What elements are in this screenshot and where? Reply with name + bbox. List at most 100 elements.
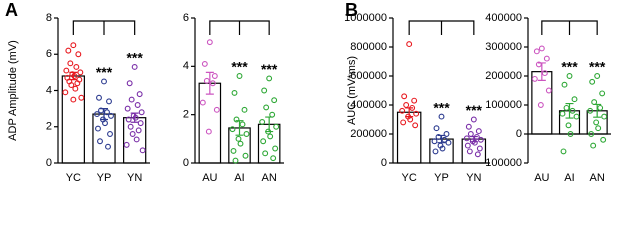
data-point	[271, 97, 278, 104]
data-point	[239, 121, 246, 128]
data-point	[236, 73, 243, 79]
data-point	[590, 142, 597, 149]
data-point	[70, 42, 77, 49]
data-point	[599, 90, 606, 97]
significance-label: ***	[261, 61, 278, 77]
data-point	[601, 113, 608, 120]
data-point	[241, 106, 248, 113]
data-point	[201, 60, 208, 67]
data-point	[445, 139, 452, 146]
data-point	[67, 60, 74, 67]
panel-label: B	[345, 0, 358, 20]
data-point	[559, 110, 566, 117]
significance-label: ***	[589, 59, 606, 75]
significance-label: ***	[466, 102, 483, 118]
y-tick-label: 0	[46, 157, 52, 169]
data-point	[403, 102, 410, 108]
data-point	[199, 99, 206, 106]
y-tick-label: 0	[183, 157, 189, 169]
y-tick-label: 4	[183, 60, 189, 72]
comparison-bracket	[72, 20, 136, 35]
data-point	[565, 122, 572, 129]
significance-label: ***	[126, 50, 143, 66]
y-tick-label: 400000	[485, 12, 522, 24]
data-point	[134, 102, 141, 108]
data-point	[68, 82, 75, 89]
data-point	[232, 157, 239, 164]
error-bar	[469, 135, 478, 143]
data-point	[132, 114, 139, 121]
data-point	[108, 112, 114, 119]
data-point	[237, 140, 244, 147]
x-tick-label: YN	[466, 172, 481, 184]
y-tick-label: 800000	[350, 41, 387, 53]
data-point	[412, 122, 419, 129]
data-point	[591, 99, 598, 106]
data-point	[131, 63, 138, 70]
data-point	[589, 78, 596, 85]
data-point	[135, 127, 142, 134]
y-tick-label: 600000	[350, 70, 387, 82]
data-point	[476, 145, 483, 152]
x-tick-label: AU	[202, 172, 217, 184]
data-point	[213, 106, 220, 113]
data-point	[269, 111, 276, 118]
data-point	[597, 104, 604, 111]
x-tick-label: YC	[66, 172, 81, 184]
data-point	[129, 131, 136, 137]
error-bar	[100, 108, 108, 121]
data-point	[467, 131, 474, 137]
y-tick-label: 4	[46, 84, 52, 96]
significance-label: ***	[433, 99, 450, 115]
x-tick-label: YC	[402, 172, 417, 184]
data-point	[545, 87, 552, 94]
data-point	[470, 116, 477, 123]
error-bar	[235, 120, 244, 136]
data-point	[471, 139, 478, 146]
data-point	[137, 120, 144, 127]
data-point	[400, 119, 407, 126]
error-bar	[565, 102, 574, 119]
data-point	[261, 87, 268, 94]
data-point	[101, 78, 107, 85]
y-tick-label: 6	[46, 48, 52, 60]
y-tick-label: -100000	[482, 157, 522, 169]
data-point	[128, 96, 135, 103]
data-point	[406, 41, 413, 48]
data-point	[125, 116, 132, 123]
panel-label: A	[5, 0, 18, 20]
data-point	[531, 75, 538, 82]
y-axis-label: ADP Amplitude (mV)	[7, 40, 19, 141]
data-point	[124, 105, 131, 112]
y-tick-label: 0	[516, 128, 522, 140]
data-point	[203, 77, 210, 84]
data-point	[477, 136, 484, 143]
y-tick-label: 100000	[485, 99, 522, 111]
data-point	[443, 131, 450, 137]
data-point	[588, 131, 595, 137]
error-bar	[205, 71, 214, 95]
x-tick-label: AN	[262, 172, 277, 184]
data-point	[474, 151, 481, 158]
y-tick-label: 200000	[350, 128, 387, 140]
data-point	[411, 97, 418, 104]
data-point	[464, 142, 471, 149]
data-point	[62, 89, 69, 96]
data-point	[74, 80, 81, 87]
data-point	[138, 109, 145, 116]
data-point	[97, 138, 103, 145]
data-point	[94, 111, 100, 118]
y-tick-label: 300000	[485, 41, 522, 53]
data-point	[273, 123, 280, 130]
data-point	[466, 148, 473, 155]
data-point	[95, 125, 101, 132]
data-point	[573, 113, 580, 120]
data-point	[233, 116, 240, 123]
x-tick-label: AU	[534, 172, 549, 184]
data-point	[563, 104, 570, 111]
data-point	[106, 98, 112, 105]
data-point	[133, 136, 140, 143]
data-point	[231, 89, 238, 96]
data-point	[600, 136, 607, 143]
comparison-bracket	[408, 20, 475, 35]
